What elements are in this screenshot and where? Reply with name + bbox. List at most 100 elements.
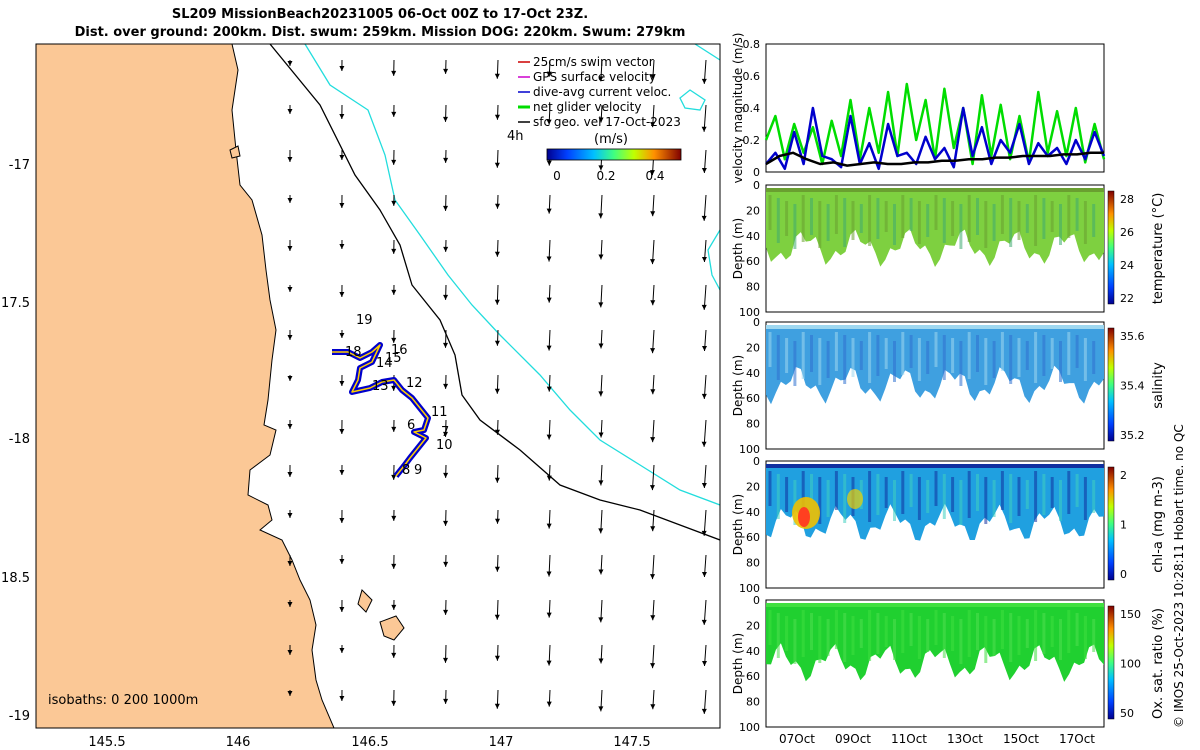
arrow-head [391, 248, 397, 254]
temperature-panel: 0 20 40 60 80 100 Depth (m) 28 26 24 22 temperature… [731, 179, 1166, 319]
arrow-head [494, 340, 500, 346]
arrow-head [391, 385, 397, 391]
arrow-head [339, 202, 345, 208]
oxygen-colorbar-label: Ox. sat. ratio (%) [1151, 608, 1166, 719]
arrow-head [598, 343, 604, 349]
x-tick-label: 09Oct [835, 732, 871, 746]
arrow-head [546, 571, 552, 577]
arrow-head [287, 423, 293, 429]
arrow-head [443, 431, 449, 437]
arrow-head [287, 471, 293, 477]
arrow-head [598, 213, 604, 219]
arrow-head [494, 566, 500, 572]
y-tick-label: 80 [746, 281, 760, 294]
island [357, 589, 373, 613]
arrow-head [287, 245, 293, 251]
velocity-series [764, 82, 1106, 171]
arrow-head [287, 649, 293, 655]
arrow-head [494, 114, 500, 120]
colorbar-title: (m/s) [594, 132, 628, 147]
colorbar-tick: 26 [1120, 226, 1134, 239]
oxygen-surface-band [766, 603, 1104, 607]
arrow-head [494, 162, 500, 168]
arrow-head [287, 334, 293, 340]
arrow-head [287, 512, 293, 518]
arrow-head [598, 617, 604, 623]
arrow-head [650, 663, 656, 669]
chla-colorbar [1107, 466, 1115, 581]
track-label: 11 [431, 405, 448, 420]
arrow-head [701, 393, 707, 399]
land-mass [36, 44, 335, 728]
y-tick-label: 60 [746, 255, 760, 268]
arrow-head [649, 259, 655, 265]
time-x-ticks: 07Oct 09Oct 11Oct 13Oct 15Oct 17Oct [779, 732, 1095, 746]
arrow-head [391, 426, 397, 432]
arrow-head [339, 558, 345, 564]
legend-entry: sfc geo. vel 17-Oct-2023 [533, 115, 681, 129]
y-tick-label: 0 [753, 316, 760, 329]
y-tick-label: 60 [746, 531, 760, 544]
colorbar-tick: 0.2 [596, 169, 615, 183]
arrow-head [443, 520, 449, 526]
y-tick-label: 17.5 [1, 296, 30, 311]
velocity-series-line [765, 151, 1104, 167]
island [229, 145, 241, 159]
x-tick-label: 15Oct [1003, 732, 1039, 746]
isobaths-label: isobaths: 0 200 1000m [48, 693, 198, 708]
arrow-head [443, 157, 449, 163]
x-tick-label: 146 [226, 735, 251, 750]
arrow-head [339, 291, 345, 297]
y-tick-label: 18.5 [1, 571, 30, 586]
arrow-head [391, 289, 397, 295]
arrow-head [391, 604, 397, 610]
arrow-head [546, 386, 552, 392]
arrow-head [494, 429, 500, 435]
arrow-head [702, 346, 708, 352]
colorbar-tick: 0 [553, 169, 561, 183]
arrow-head [339, 154, 345, 160]
arrow-head [546, 345, 552, 351]
arrow-head [391, 652, 397, 658]
colorbar-tick: 0 [1120, 568, 1127, 581]
arrow-head [443, 294, 449, 300]
arrow-head [339, 113, 345, 119]
track-label: 15 [385, 351, 402, 366]
arrow-head [494, 73, 500, 79]
arrow-head [598, 165, 604, 171]
arrow-head [339, 469, 345, 475]
island [379, 615, 405, 641]
isobath-1000m [679, 89, 706, 111]
chla-panel: 0 20 40 60 80 100 Depth (m) 2 1 0 chl-a (mg m-3) [731, 455, 1166, 595]
oxygen-y-label: Depth (m) [731, 633, 745, 694]
arrow-head [598, 391, 604, 397]
arrow-head [443, 561, 449, 567]
arrow-head [494, 251, 500, 257]
arrow-head [701, 619, 707, 625]
y-tick-label: 80 [746, 557, 760, 570]
arrow-head [339, 695, 345, 701]
arrow-head [442, 657, 448, 663]
y-tick-label: 20 [746, 619, 760, 632]
arrow-head [546, 523, 552, 529]
track-label: 19 [356, 313, 373, 328]
x-tick-label: 07Oct [779, 732, 815, 746]
track-label: 10 [436, 438, 453, 453]
colorbar-tick: 24 [1120, 259, 1134, 272]
time-scale-label: 4h [507, 129, 524, 144]
arrow-head [391, 700, 397, 706]
arrow-head [494, 388, 500, 394]
y-tick-label: -19 [9, 709, 30, 724]
temperature-colorbar [1107, 190, 1115, 305]
track-label: 7 [441, 425, 449, 440]
y-tick-label: 20 [746, 480, 760, 493]
oxygen-colorbar [1107, 605, 1115, 720]
velocity-y-label: velocity magnitude (m/s) [731, 33, 745, 184]
arrow-head [287, 601, 293, 607]
x-tick-label: 145.5 [88, 735, 125, 750]
arrow-head [391, 70, 397, 76]
legend-entry: 25cm/s swim vector [533, 55, 654, 69]
arrow-head [701, 708, 707, 714]
arrow-head [391, 515, 397, 521]
